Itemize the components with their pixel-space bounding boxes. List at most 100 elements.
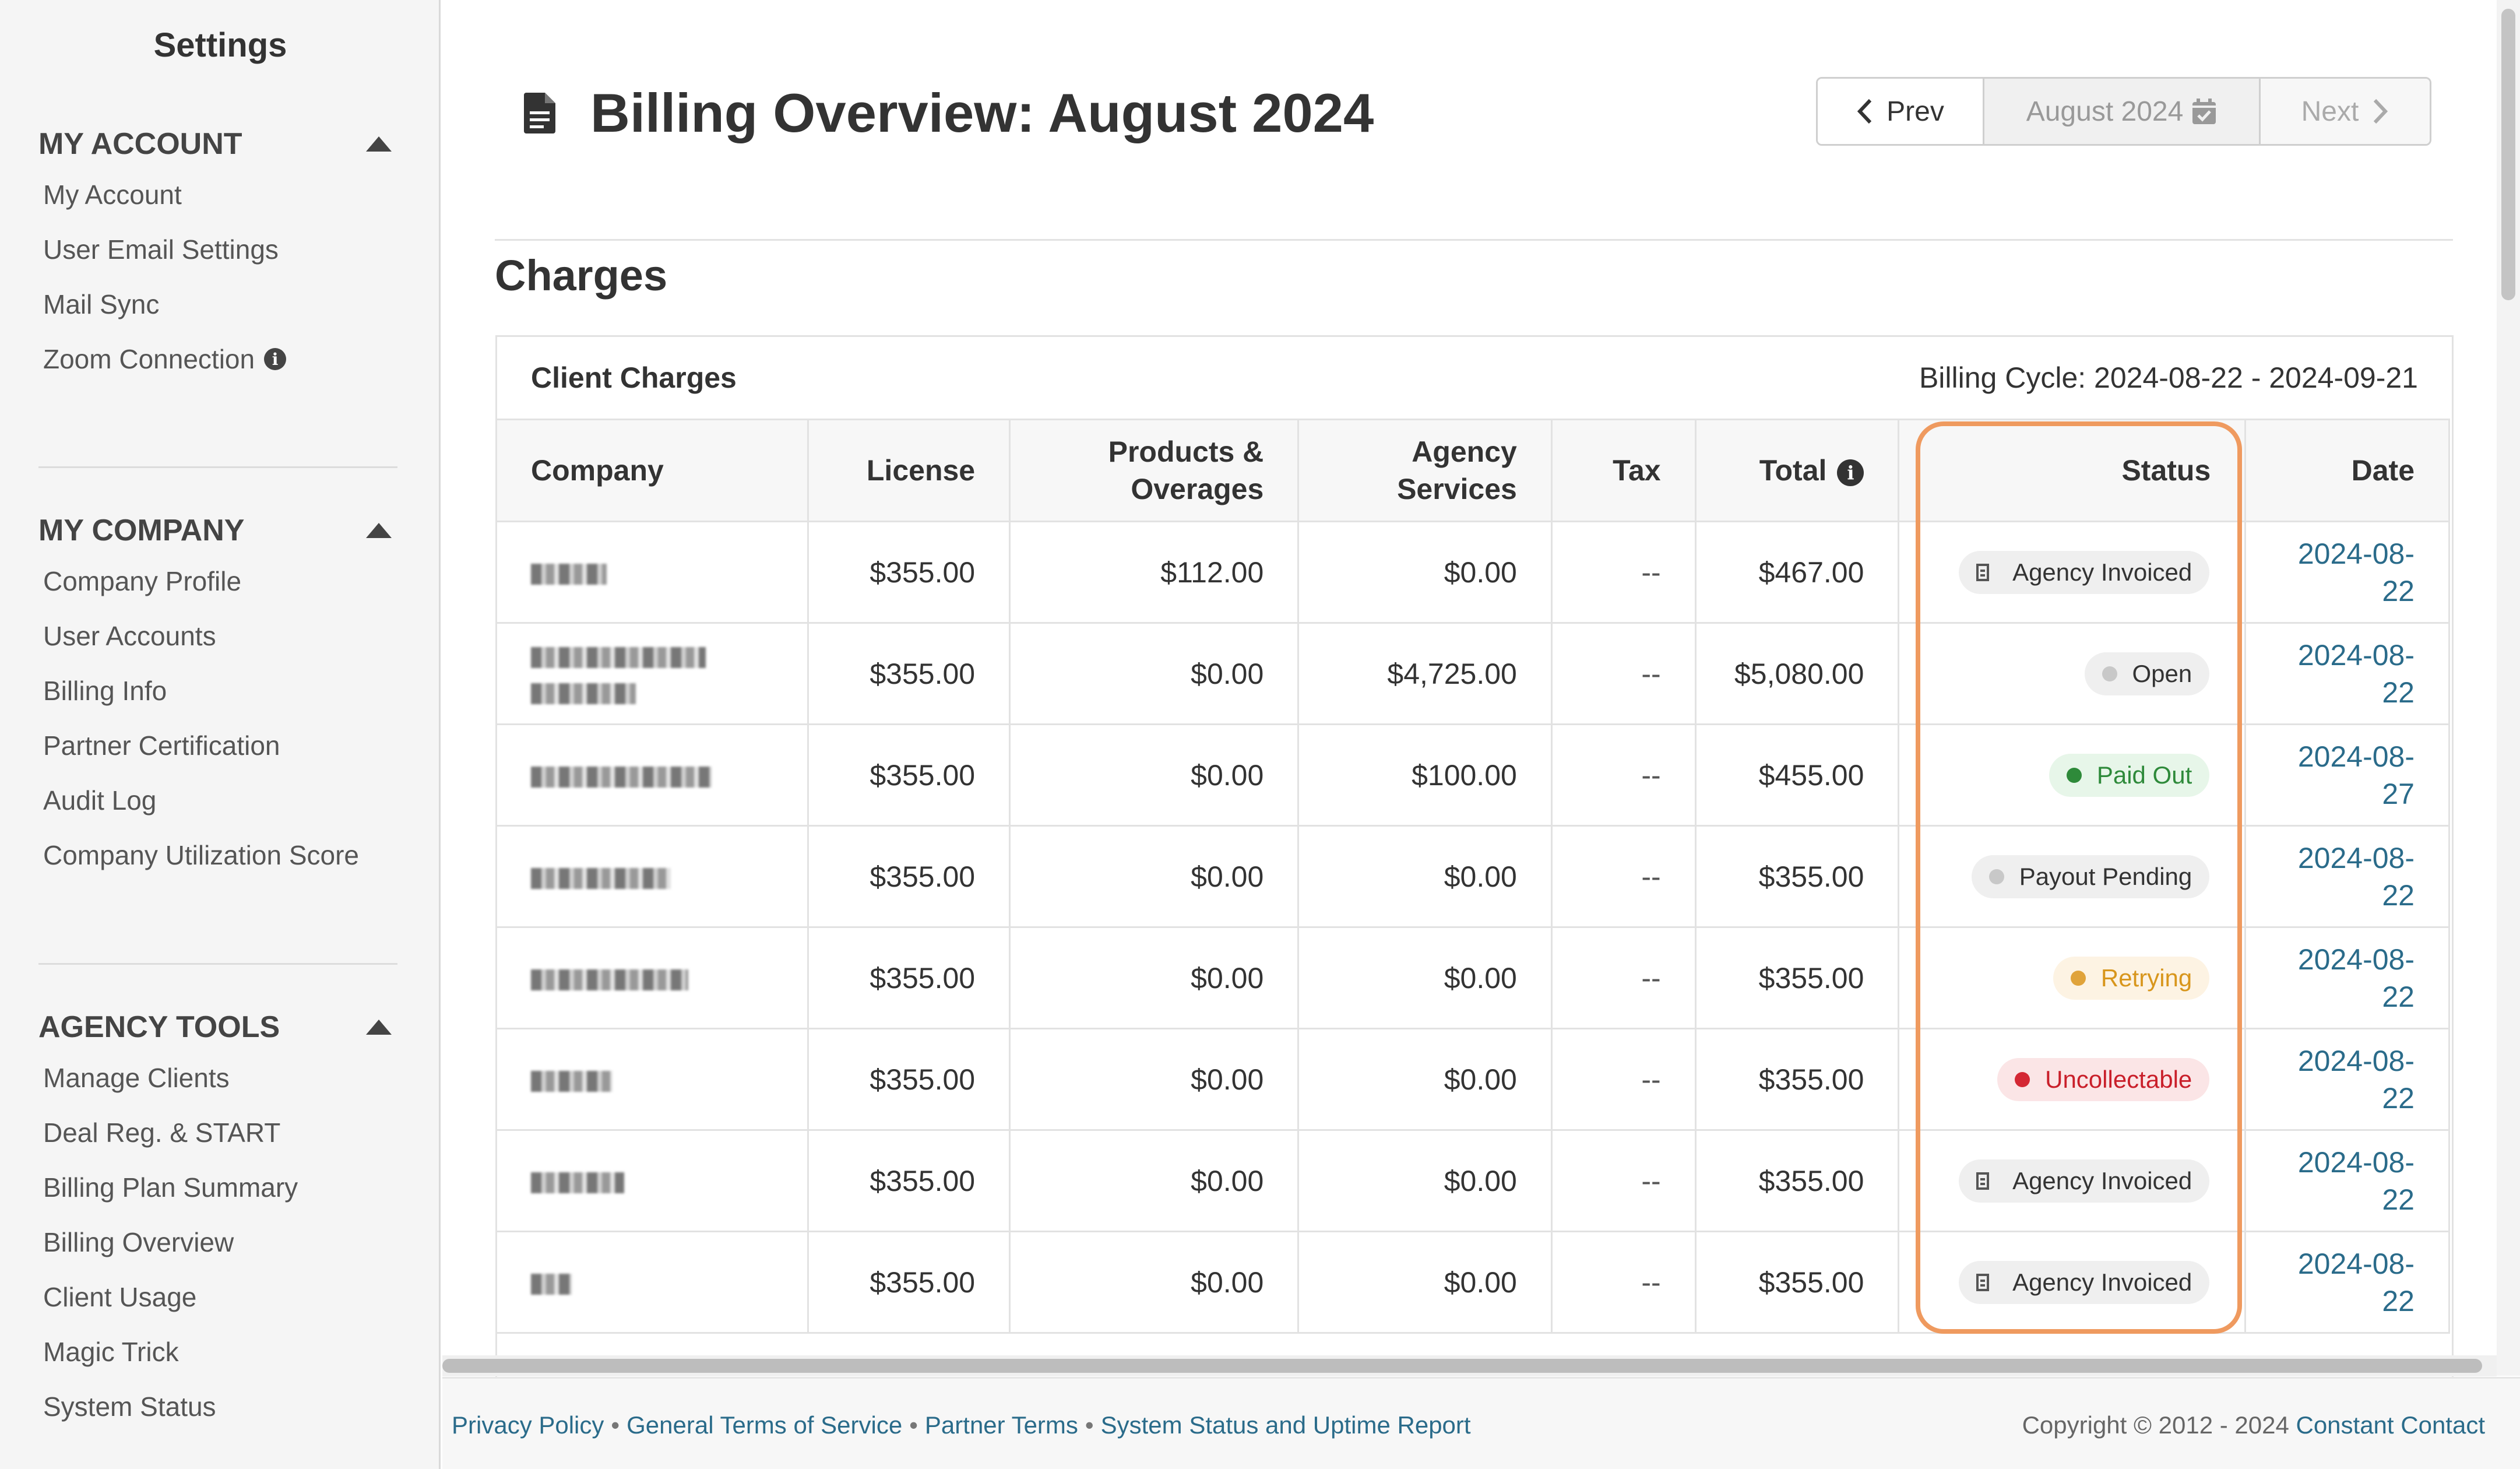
info-icon[interactable]: i <box>264 348 287 370</box>
client-charges-table: Company License Products & Overages Agen… <box>495 419 2450 1334</box>
sidebar-item-audit-log[interactable]: Audit Log <box>43 785 157 816</box>
section-heading: MY COMPANY <box>38 514 245 547</box>
column-header-date[interactable]: Date <box>2244 419 2450 522</box>
column-header-status[interactable]: Status <box>1898 419 2247 522</box>
terms-of-service-link[interactable]: General Terms of Service <box>627 1411 903 1439</box>
sidebar-item-user-email-settings[interactable]: User Email Settings <box>43 234 279 265</box>
sidebar-item-client-usage[interactable]: Client Usage <box>43 1282 197 1312</box>
cell-tax: -- <box>1550 825 1697 928</box>
cell-date-link[interactable]: 2024-08- 22 <box>2244 1028 2450 1131</box>
constant-contact-link[interactable]: Constant Contact <box>2296 1411 2485 1439</box>
column-header-products[interactable]: Products & Overages <box>1009 419 1300 522</box>
section-header-my-company[interactable]: MY COMPANY <box>38 507 397 554</box>
table-row[interactable]: $355.00 $0.00 $0.00 -- $355.00 Payout Pe… <box>495 825 2450 928</box>
prev-button[interactable]: Prev <box>1818 79 1984 144</box>
footer: Privacy Policy • General Terms of Service •… <box>442 1377 2520 1469</box>
status-text: Agency Invoiced <box>2012 1268 2192 1296</box>
cell-products: $0.00 <box>1009 825 1300 928</box>
column-header-total[interactable]: Total i <box>1694 419 1900 522</box>
cell-date-link[interactable]: 2024-08- 22 <box>2244 1129 2450 1232</box>
column-header-agency-services[interactable]: Agency Services <box>1297 419 1553 522</box>
month-picker-button[interactable]: August 2024 <box>1984 79 2261 144</box>
date-text: 2024-08- 22 <box>2297 537 2415 607</box>
table-row[interactable]: $355.00 $0.00 $4,725.00 -- $5,080.00 Ope… <box>495 622 2450 725</box>
table-row[interactable]: $355.00 $0.00 $0.00 -- $355.00 Retrying … <box>495 926 2450 1029</box>
sidebar-item-my-account[interactable]: My Account <box>43 180 182 210</box>
horizontal-scrollbar[interactable] <box>442 1355 2497 1376</box>
sidebar-item-mail-sync[interactable]: Mail Sync <box>43 289 160 319</box>
cell-date-link[interactable]: 2024-08- 22 <box>2244 1231 2450 1334</box>
sidebar-item-partner-certification[interactable]: Partner Certification <box>43 730 280 761</box>
partner-terms-link[interactable]: Partner Terms <box>924 1411 1078 1439</box>
company-name-redacted <box>531 767 712 788</box>
cell-company <box>495 1129 810 1232</box>
card-header: Client Charges Billing Cycle: 2024-08-22… <box>497 337 2452 419</box>
status-badge: Open <box>2084 652 2210 695</box>
cell-company <box>495 1231 810 1334</box>
table-row[interactable]: $355.00 $0.00 $0.00 -- $355.00 Uncollect… <box>495 1028 2450 1131</box>
sidebar-item-manage-clients[interactable]: Manage Clients <box>43 1063 230 1093</box>
next-button[interactable]: Next <box>2261 79 2430 144</box>
section-header-agency-tools[interactable]: AGENCY TOOLS <box>38 1004 397 1050</box>
cell-license: $355.00 <box>807 521 1011 624</box>
company-name-redacted <box>531 969 688 991</box>
status-badge: Agency Invoiced <box>1959 1159 2210 1203</box>
table-row[interactable]: $355.00 $0.00 $0.00 -- $355.00 Agency In… <box>495 1231 2450 1334</box>
cell-agency-services: $100.00 <box>1297 723 1553 827</box>
system-status-link[interactable]: System Status and Uptime Report <box>1100 1411 1471 1439</box>
status-badge: Agency Invoiced <box>1959 550 2210 594</box>
status-text: Paid Out <box>2096 761 2192 789</box>
cell-date-link[interactable]: 2024-08- 27 <box>2244 723 2450 827</box>
cell-total: $355.00 <box>1694 1231 1900 1334</box>
info-icon[interactable]: i <box>1837 459 1864 486</box>
table-row[interactable]: $355.00 $0.00 $0.00 -- $355.00 Agency In… <box>495 1129 2450 1232</box>
cell-date-link[interactable]: 2024-08- 22 <box>2244 521 2450 624</box>
sidebar-item-system-status[interactable]: System Status <box>43 1391 216 1422</box>
sidebar-item-company-profile[interactable]: Company Profile <box>43 566 242 596</box>
sidebar-item-company-utilization-score[interactable]: Company Utilization Score <box>43 840 360 870</box>
section-my-company: MY COMPANY Company Profile User Accounts… <box>38 507 397 883</box>
section-header-my-account[interactable]: MY ACCOUNT <box>38 121 397 167</box>
company-name-redacted <box>531 868 671 890</box>
cell-agency-services: $4,725.00 <box>1297 622 1553 725</box>
billing-cycle: Billing Cycle: 2024-08-22 - 2024-09-21 <box>1919 361 2418 394</box>
cell-status: Uncollectable <box>1898 1028 2247 1131</box>
sidebar-item-deal-reg[interactable]: Deal Reg. & START <box>43 1117 281 1148</box>
sidebar-item-magic-trick[interactable]: Magic Trick <box>43 1337 179 1367</box>
charges-heading: Charges <box>495 251 668 300</box>
privacy-policy-link[interactable]: Privacy Policy <box>452 1411 604 1439</box>
date-text: 2024-08- 22 <box>2297 638 2415 709</box>
card-title: Client Charges <box>531 361 737 394</box>
sidebar-item-billing-plan-summary[interactable]: Billing Plan Summary <box>43 1172 298 1203</box>
status-badge: Retrying <box>2053 956 2210 1000</box>
status-text: Uncollectable <box>2045 1065 2192 1093</box>
cell-date-link[interactable]: 2024-08- 22 <box>2244 825 2450 928</box>
table-header-row: Company License Products & Overages Agen… <box>495 419 2450 522</box>
cell-total: $355.00 <box>1694 1028 1900 1131</box>
table-row[interactable]: $355.00 $0.00 $100.00 -- $455.00 Paid Ou… <box>495 723 2450 827</box>
sidebar-item-user-accounts[interactable]: User Accounts <box>43 621 216 651</box>
vertical-scrollbar[interactable] <box>2497 0 2520 1376</box>
column-header-tax[interactable]: Tax <box>1550 419 1697 522</box>
table-row[interactable]: $355.00 $112.00 $0.00 -- $467.00 Agency … <box>495 521 2450 624</box>
prev-label: Prev <box>1887 96 1944 127</box>
cell-status: Agency Invoiced <box>1898 521 2247 624</box>
cell-date-link[interactable]: 2024-08- 22 <box>2244 926 2450 1029</box>
client-charges-card: Client Charges Billing Cycle: 2024-08-22… <box>495 335 2454 1469</box>
cell-products: $0.00 <box>1009 723 1300 827</box>
horizontal-scrollbar-thumb[interactable] <box>442 1359 2482 1373</box>
sidebar-item-zoom-connection[interactable]: Zoom Connection i <box>38 332 397 386</box>
status-badge: Uncollectable <box>1997 1057 2210 1101</box>
column-header-total-text: Total <box>1759 454 1827 487</box>
sidebar-item-billing-overview[interactable]: Billing Overview <box>43 1227 234 1257</box>
column-header-license[interactable]: License <box>807 419 1011 522</box>
caret-up-icon <box>366 1020 392 1035</box>
cell-total: $355.00 <box>1694 926 1900 1029</box>
main-content: Billing Overview: August 2024 Prev Augus… <box>442 0 2520 1469</box>
column-header-company[interactable]: Company <box>495 419 810 522</box>
cell-date-link[interactable]: 2024-08- 22 <box>2244 622 2450 725</box>
sidebar-item-billing-info[interactable]: Billing Info <box>43 676 167 706</box>
vertical-scrollbar-thumb[interactable] <box>2501 9 2515 300</box>
cell-agency-services: $0.00 <box>1297 1129 1553 1232</box>
cell-status: Agency Invoiced <box>1898 1231 2247 1334</box>
